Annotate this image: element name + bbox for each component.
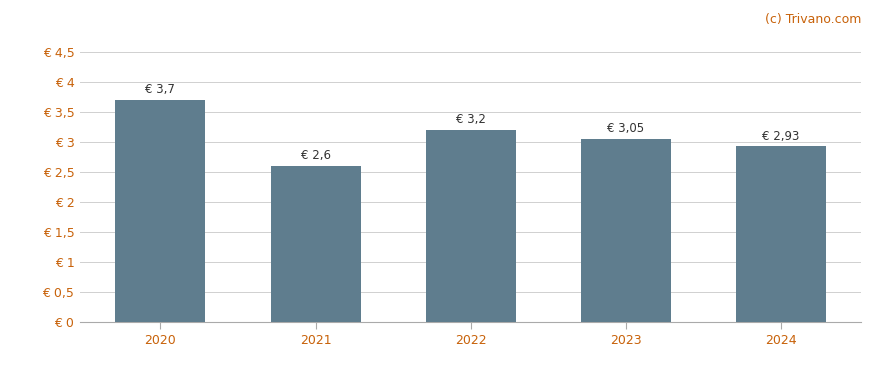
Bar (581, 139, 670, 322)
Bar (425, 130, 516, 322)
Bar (115, 100, 205, 322)
Text: (c) Trivano.com: (c) Trivano.com (765, 13, 861, 26)
Bar (271, 166, 361, 322)
Text: € 2,93: € 2,93 (762, 130, 799, 142)
Text: € 3,2: € 3,2 (456, 113, 486, 127)
Text: € 3,7: € 3,7 (146, 83, 175, 96)
Bar (736, 146, 826, 322)
Text: € 2,6: € 2,6 (300, 149, 330, 162)
Text: € 3,05: € 3,05 (607, 122, 645, 135)
